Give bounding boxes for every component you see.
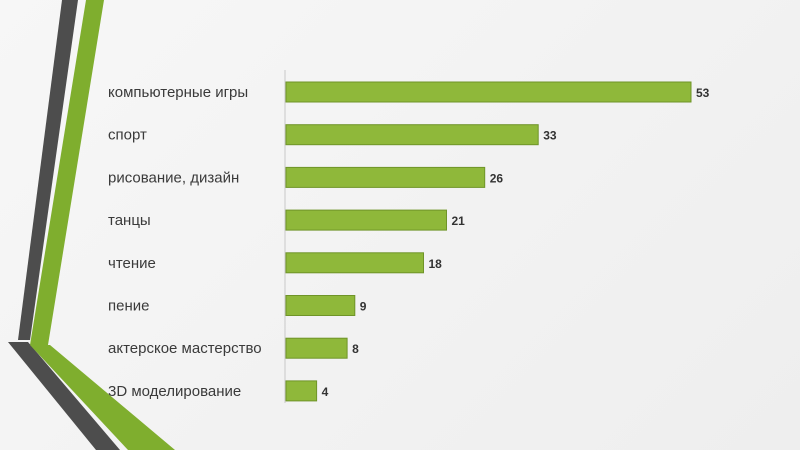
value-label: 33 bbox=[543, 129, 557, 143]
bar bbox=[285, 252, 424, 274]
category-label: 3D моделирование bbox=[108, 383, 241, 400]
value-label: 4 bbox=[322, 385, 329, 399]
bar bbox=[285, 81, 692, 103]
bar bbox=[285, 380, 318, 402]
category-label: рисование, дизайн bbox=[108, 169, 239, 186]
value-label: 9 bbox=[360, 300, 367, 314]
category-labels: компьютерные игры спорт рисование, дизайн т… bbox=[108, 84, 262, 400]
decor-dark-sweep bbox=[8, 342, 120, 450]
value-label: 26 bbox=[490, 171, 504, 185]
bar bbox=[285, 295, 356, 316]
bar bbox=[285, 209, 447, 231]
value-label: 18 bbox=[429, 257, 443, 271]
value-label: 53 bbox=[696, 86, 710, 100]
decor-green-sweep bbox=[30, 345, 175, 450]
bar bbox=[285, 124, 539, 146]
bars-group bbox=[285, 81, 692, 402]
value-label: 21 bbox=[452, 214, 466, 228]
category-label: актерское мастерство bbox=[108, 340, 262, 357]
bar bbox=[285, 337, 348, 359]
decor-dark-band bbox=[18, 0, 78, 340]
category-label: пение bbox=[108, 298, 149, 315]
bar bbox=[285, 166, 486, 188]
decor-green-band bbox=[30, 0, 104, 345]
category-label: танцы bbox=[108, 212, 151, 229]
category-label: компьютерные игры bbox=[108, 84, 248, 101]
category-label: спорт bbox=[108, 127, 147, 144]
value-label: 8 bbox=[352, 342, 359, 356]
category-label: чтение bbox=[108, 255, 156, 272]
value-labels: 53 33 26 21 18 9 8 4 bbox=[322, 86, 710, 399]
